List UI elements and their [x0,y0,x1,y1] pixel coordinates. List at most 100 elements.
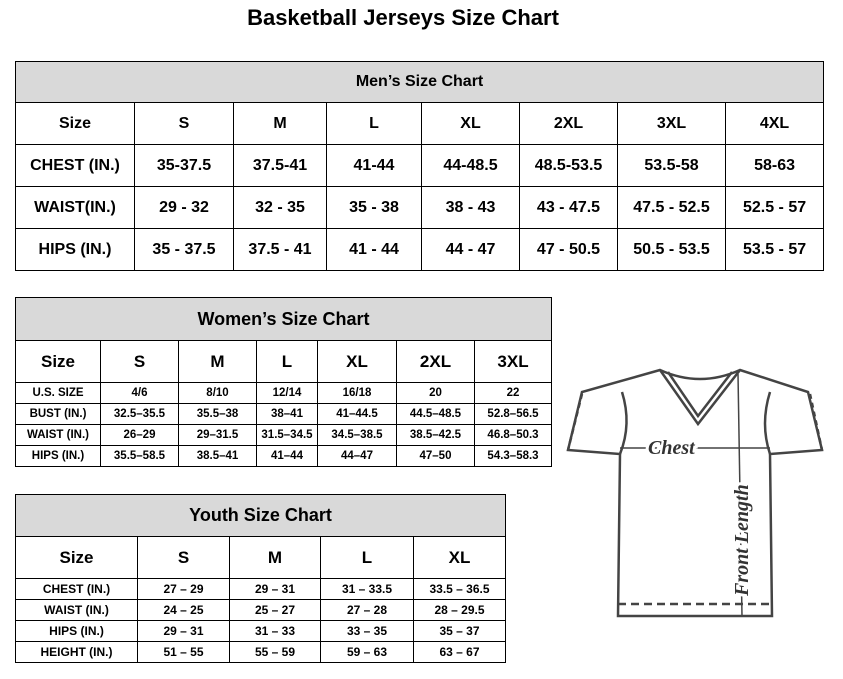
chest-label: Chest [648,437,696,459]
cell: 35 - 38 [326,186,422,229]
cell: L [326,102,422,145]
cell: 24 – 25 [137,599,230,621]
header-row: Size S M L XL 2XL 3XL [15,340,553,383]
row-label: U.S. SIZE [15,382,101,404]
cell: 31 – 33 [229,620,321,642]
cell: 34.5–38.5 [317,424,397,446]
cell: 25 – 27 [229,599,321,621]
cell: 37.5-41 [233,144,327,187]
cell: 41-44 [326,144,422,187]
jersey-diagram: Chest Front Length [566,368,824,618]
cell: XL [421,102,520,145]
cell: 35-37.5 [134,144,234,187]
header-row: Size S M L XL 2XL 3XL 4XL [15,102,825,145]
table-row: WAIST (IN.) 26–29 29–31.5 31.5–34.5 34.5–38.… [15,424,553,446]
cell: 32.5–35.5 [100,403,179,425]
cell: 8/10 [178,382,257,404]
cell: XL [412,536,507,579]
cell: 52.5 - 57 [724,186,825,229]
row-label: WAIST (IN.) [15,424,101,446]
cell: 37.5 - 41 [233,228,327,271]
cell: 52.8–56.5 [473,403,553,425]
table-row: CHEST (IN.) 35-37.5 37.5-41 41-44 44-48.5 48.… [15,144,825,187]
mens-size-table: Men’s Size Chart Size S M L XL 2XL 3XL 4XL CHEST… [14,61,825,271]
row-label: HIPS (IN.) [15,228,135,271]
cell: 31 – 33.5 [320,578,414,600]
row-label: Size [15,102,135,145]
womens-table-title: Women’s Size Chart [14,297,553,341]
cell: 44–47 [317,445,397,467]
cell: 47 - 50.5 [519,228,618,271]
row-label: HIPS (IN.) [15,445,101,467]
cell: 54.3–58.3 [473,445,553,467]
cell: 41 - 44 [326,228,422,271]
cell: 20 [396,382,475,404]
cell: XL [317,340,397,383]
cell: 35 – 37 [412,620,507,642]
page-title: Basketball Jerseys Size Chart [247,5,559,30]
cell: 47–50 [396,445,475,467]
cell: M [229,536,321,579]
table-row: BUST (IN.) 32.5–35.5 35.5–38 38–41 41–44.5 44… [15,403,553,425]
jersey-outline [566,368,824,618]
cell: 33 – 35 [320,620,414,642]
table-row: HEIGHT (IN.) 51 – 55 55 – 59 59 – 63 63 – 67 [15,641,507,663]
womens-size-table: Women’s Size Chart Size S M L XL 2XL 3XL U.S. S… [14,297,553,467]
cell: 31.5–34.5 [256,424,318,446]
cell: 2XL [519,102,618,145]
table-row: CHEST (IN.) 27 – 29 29 – 31 31 – 33.5 33.5 –… [15,578,507,600]
cell: 53.5-58 [617,144,726,187]
cell: 38 - 43 [421,186,520,229]
row-label: CHEST (IN.) [15,578,138,600]
cell: 48.5-53.5 [519,144,618,187]
cell: 44 - 47 [421,228,520,271]
cell: 12/14 [256,382,318,404]
cell: 3XL [473,340,553,383]
cell: 38.5–42.5 [396,424,475,446]
cell: 50.5 - 53.5 [617,228,726,271]
cell: 4/6 [100,382,179,404]
cell: 35.5–58.5 [100,445,179,467]
cell: M [178,340,257,383]
cell: 46.8–50.3 [473,424,553,446]
row-label: HEIGHT (IN.) [15,641,138,663]
cell: 55 – 59 [229,641,321,663]
cell: M [233,102,327,145]
cell: L [256,340,318,383]
front-length-label: Front Length [731,484,753,597]
table-row: WAIST(IN.) 29 - 32 32 - 35 35 - 38 38 - 43 43… [15,186,825,229]
cell: 29 – 31 [137,620,230,642]
cell: S [137,536,230,579]
cell: 4XL [724,102,825,145]
cell: 27 – 29 [137,578,230,600]
cell: 59 – 63 [320,641,414,663]
cell: 29–31.5 [178,424,257,446]
cell: S [100,340,179,383]
mens-table-title: Men’s Size Chart [14,61,825,103]
cell: 3XL [617,102,726,145]
cell: 58-63 [724,144,825,187]
row-label: Size [15,340,101,383]
cell: 41–44 [256,445,318,467]
table-row: HIPS (IN.) 29 – 31 31 – 33 33 – 35 35 – 37 [15,620,507,642]
cell: 53.5 - 57 [724,228,825,271]
row-label: BUST (IN.) [15,403,101,425]
cell: 29 - 32 [134,186,234,229]
cell: 38–41 [256,403,318,425]
row-label: CHEST (IN.) [15,144,135,187]
cell: 35 - 37.5 [134,228,234,271]
row-label: HIPS (IN.) [15,620,138,642]
row-label: WAIST (IN.) [15,599,138,621]
cell: L [320,536,414,579]
cell: 28 – 29.5 [412,599,507,621]
youth-table-title: Youth Size Chart [14,494,507,537]
cell: 35.5–38 [178,403,257,425]
table-row: HIPS (IN.) 35 - 37.5 37.5 - 41 41 - 44 44 - … [15,228,825,271]
cell: 33.5 – 36.5 [412,578,507,600]
row-label: Size [15,536,138,579]
cell: 41–44.5 [317,403,397,425]
cell: 44-48.5 [421,144,520,187]
youth-size-table: Youth Size Chart Size S M L XL CHEST (IN.) 27 … [14,494,507,663]
cell: 2XL [396,340,475,383]
cell: 51 – 55 [137,641,230,663]
